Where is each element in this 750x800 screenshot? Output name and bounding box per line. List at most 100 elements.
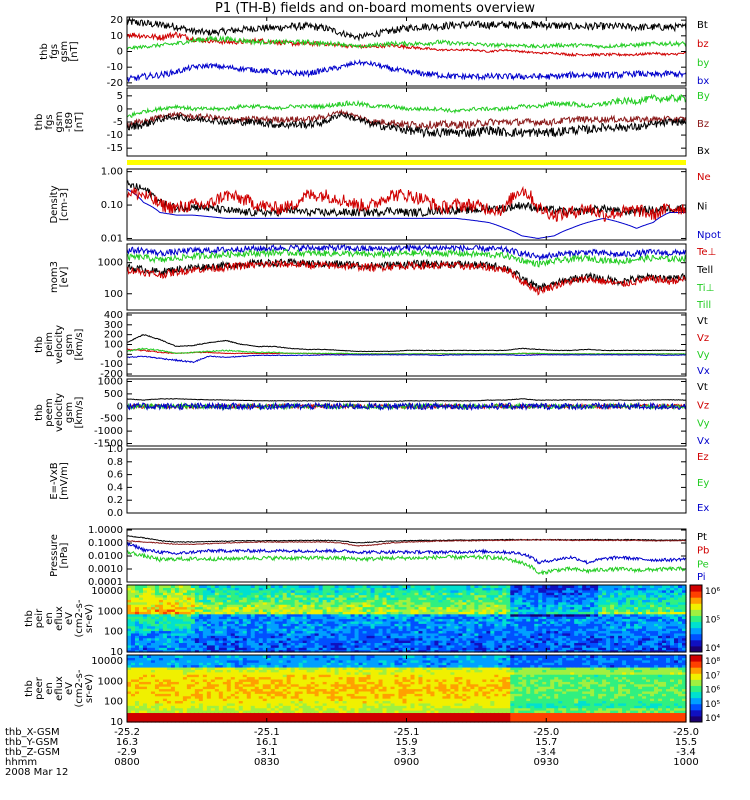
spectrogram-cell	[602, 611, 607, 615]
spectrogram-cell	[130, 657, 136, 661]
spectrogram-cell	[150, 618, 156, 622]
spectrogram-cell	[498, 644, 503, 648]
spectrogram-cell	[594, 596, 599, 600]
spectrogram-cell	[454, 640, 459, 644]
spectrogram-cell	[430, 628, 436, 632]
spectrogram-cell	[478, 604, 483, 608]
spectrogram-cell	[258, 585, 264, 588]
spectrogram-cell	[502, 611, 507, 615]
spectrogram-cell	[142, 712, 148, 716]
spectrogram-cell	[226, 678, 232, 682]
spectrogram-cell	[194, 664, 200, 668]
spectrogram-cell	[138, 674, 144, 678]
spectrogram-cell	[638, 635, 643, 639]
spectrogram-cell	[430, 620, 436, 624]
spectrogram-cell	[134, 681, 140, 685]
ylabel-line: gsm	[59, 41, 70, 62]
spectrogram-cell	[386, 604, 392, 608]
spectrogram-cell	[634, 585, 639, 588]
spectrogram-cell	[127, 616, 132, 620]
spectrogram-cell	[622, 644, 627, 648]
spectrogram-cell	[246, 637, 252, 641]
spectrogram-cell	[502, 628, 507, 632]
spectrogram-cell	[190, 632, 196, 636]
spectrogram-cell	[410, 635, 416, 639]
spectrogram-cell	[150, 710, 156, 714]
spectrogram-cell	[666, 618, 671, 622]
spectrogram-cell	[582, 596, 587, 600]
spectrogram-cell	[342, 606, 348, 610]
spectrogram-cell	[262, 601, 268, 605]
spectrogram-cell	[662, 632, 667, 636]
spectrogram-cell	[586, 589, 591, 593]
spectrogram-cell	[178, 698, 184, 702]
spectrogram-cell	[170, 606, 176, 610]
spectrogram-cell	[370, 644, 376, 648]
spectrogram-cell	[342, 596, 348, 600]
spectrogram-cell	[474, 635, 479, 639]
spectrogram-cell	[238, 637, 244, 641]
spectrogram-cell	[210, 664, 216, 668]
spectrogram-cell	[546, 601, 551, 605]
spectrogram-cell	[158, 601, 164, 605]
spectrogram-cell	[374, 599, 380, 603]
spectrogram-cell	[494, 589, 499, 593]
spectrogram-cell	[530, 640, 535, 644]
spectrogram-cell	[394, 606, 400, 610]
legend-Vz: Vz	[697, 400, 709, 411]
y-tick-label: 100	[104, 697, 123, 708]
spectrogram-cell	[494, 625, 499, 629]
spectrogram-cell	[234, 589, 240, 593]
spectrogram-cell	[530, 585, 535, 588]
spectrogram-cell	[226, 613, 232, 617]
spectrogram-cell	[434, 606, 440, 610]
y-tick-label: -10	[107, 62, 123, 73]
spectrogram-cell	[314, 604, 320, 608]
y-tick-label: 10000	[91, 656, 123, 667]
spectrogram-cell	[150, 700, 156, 704]
spectrogram-cell	[610, 594, 615, 598]
spectrogram-cell	[378, 620, 384, 624]
spectrogram-cell	[674, 616, 679, 620]
spectrogram-cell	[414, 594, 420, 598]
spectrogram-cell	[166, 717, 172, 721]
spectrogram-cell	[158, 611, 164, 615]
spectrogram-cell	[138, 669, 144, 673]
spectrogram-cell	[342, 594, 348, 598]
spectrogram-cell	[642, 644, 647, 648]
spectrogram-cell	[218, 695, 224, 699]
spectrogram-cell	[302, 596, 308, 600]
spectrogram-cell	[502, 625, 507, 629]
spectrogram-cell	[482, 611, 487, 615]
y-tick-label: 1000	[98, 258, 123, 269]
spectrogram-cell	[298, 647, 304, 651]
spectrogram-cell	[474, 647, 479, 651]
spectrogram-cell	[386, 640, 392, 644]
spectrogram-cell	[158, 712, 164, 716]
spectrogram-cell	[202, 657, 208, 661]
spectrogram-cell	[342, 623, 348, 627]
spectrogram-cell	[226, 637, 232, 641]
spectrogram-cell	[210, 655, 216, 658]
spectrogram-cell	[238, 630, 244, 634]
spectrogram-cell	[458, 635, 463, 639]
spectrogram-cell	[402, 601, 408, 605]
spectrogram-cell	[550, 599, 555, 603]
spectrogram-cell	[202, 625, 208, 629]
spectrogram-cell	[278, 620, 284, 624]
spectrogram-cell	[210, 719, 216, 723]
spectrogram-cell	[186, 657, 192, 661]
spectrogram-cell	[486, 594, 491, 598]
spectrogram-cell	[250, 618, 256, 622]
spectrogram-cell	[478, 601, 483, 605]
spectrogram-cell	[242, 613, 248, 617]
spectrogram-cell	[538, 618, 543, 622]
spectrogram-cell	[150, 644, 156, 648]
spectrogram-cell	[178, 693, 184, 697]
spectrogram-cell	[190, 674, 196, 678]
spectrogram-cell	[298, 606, 304, 610]
spectrogram-cell	[198, 683, 204, 687]
spectrogram-cell	[558, 596, 563, 600]
spectrogram-cell	[238, 592, 244, 596]
spectrogram-cell	[298, 632, 304, 636]
